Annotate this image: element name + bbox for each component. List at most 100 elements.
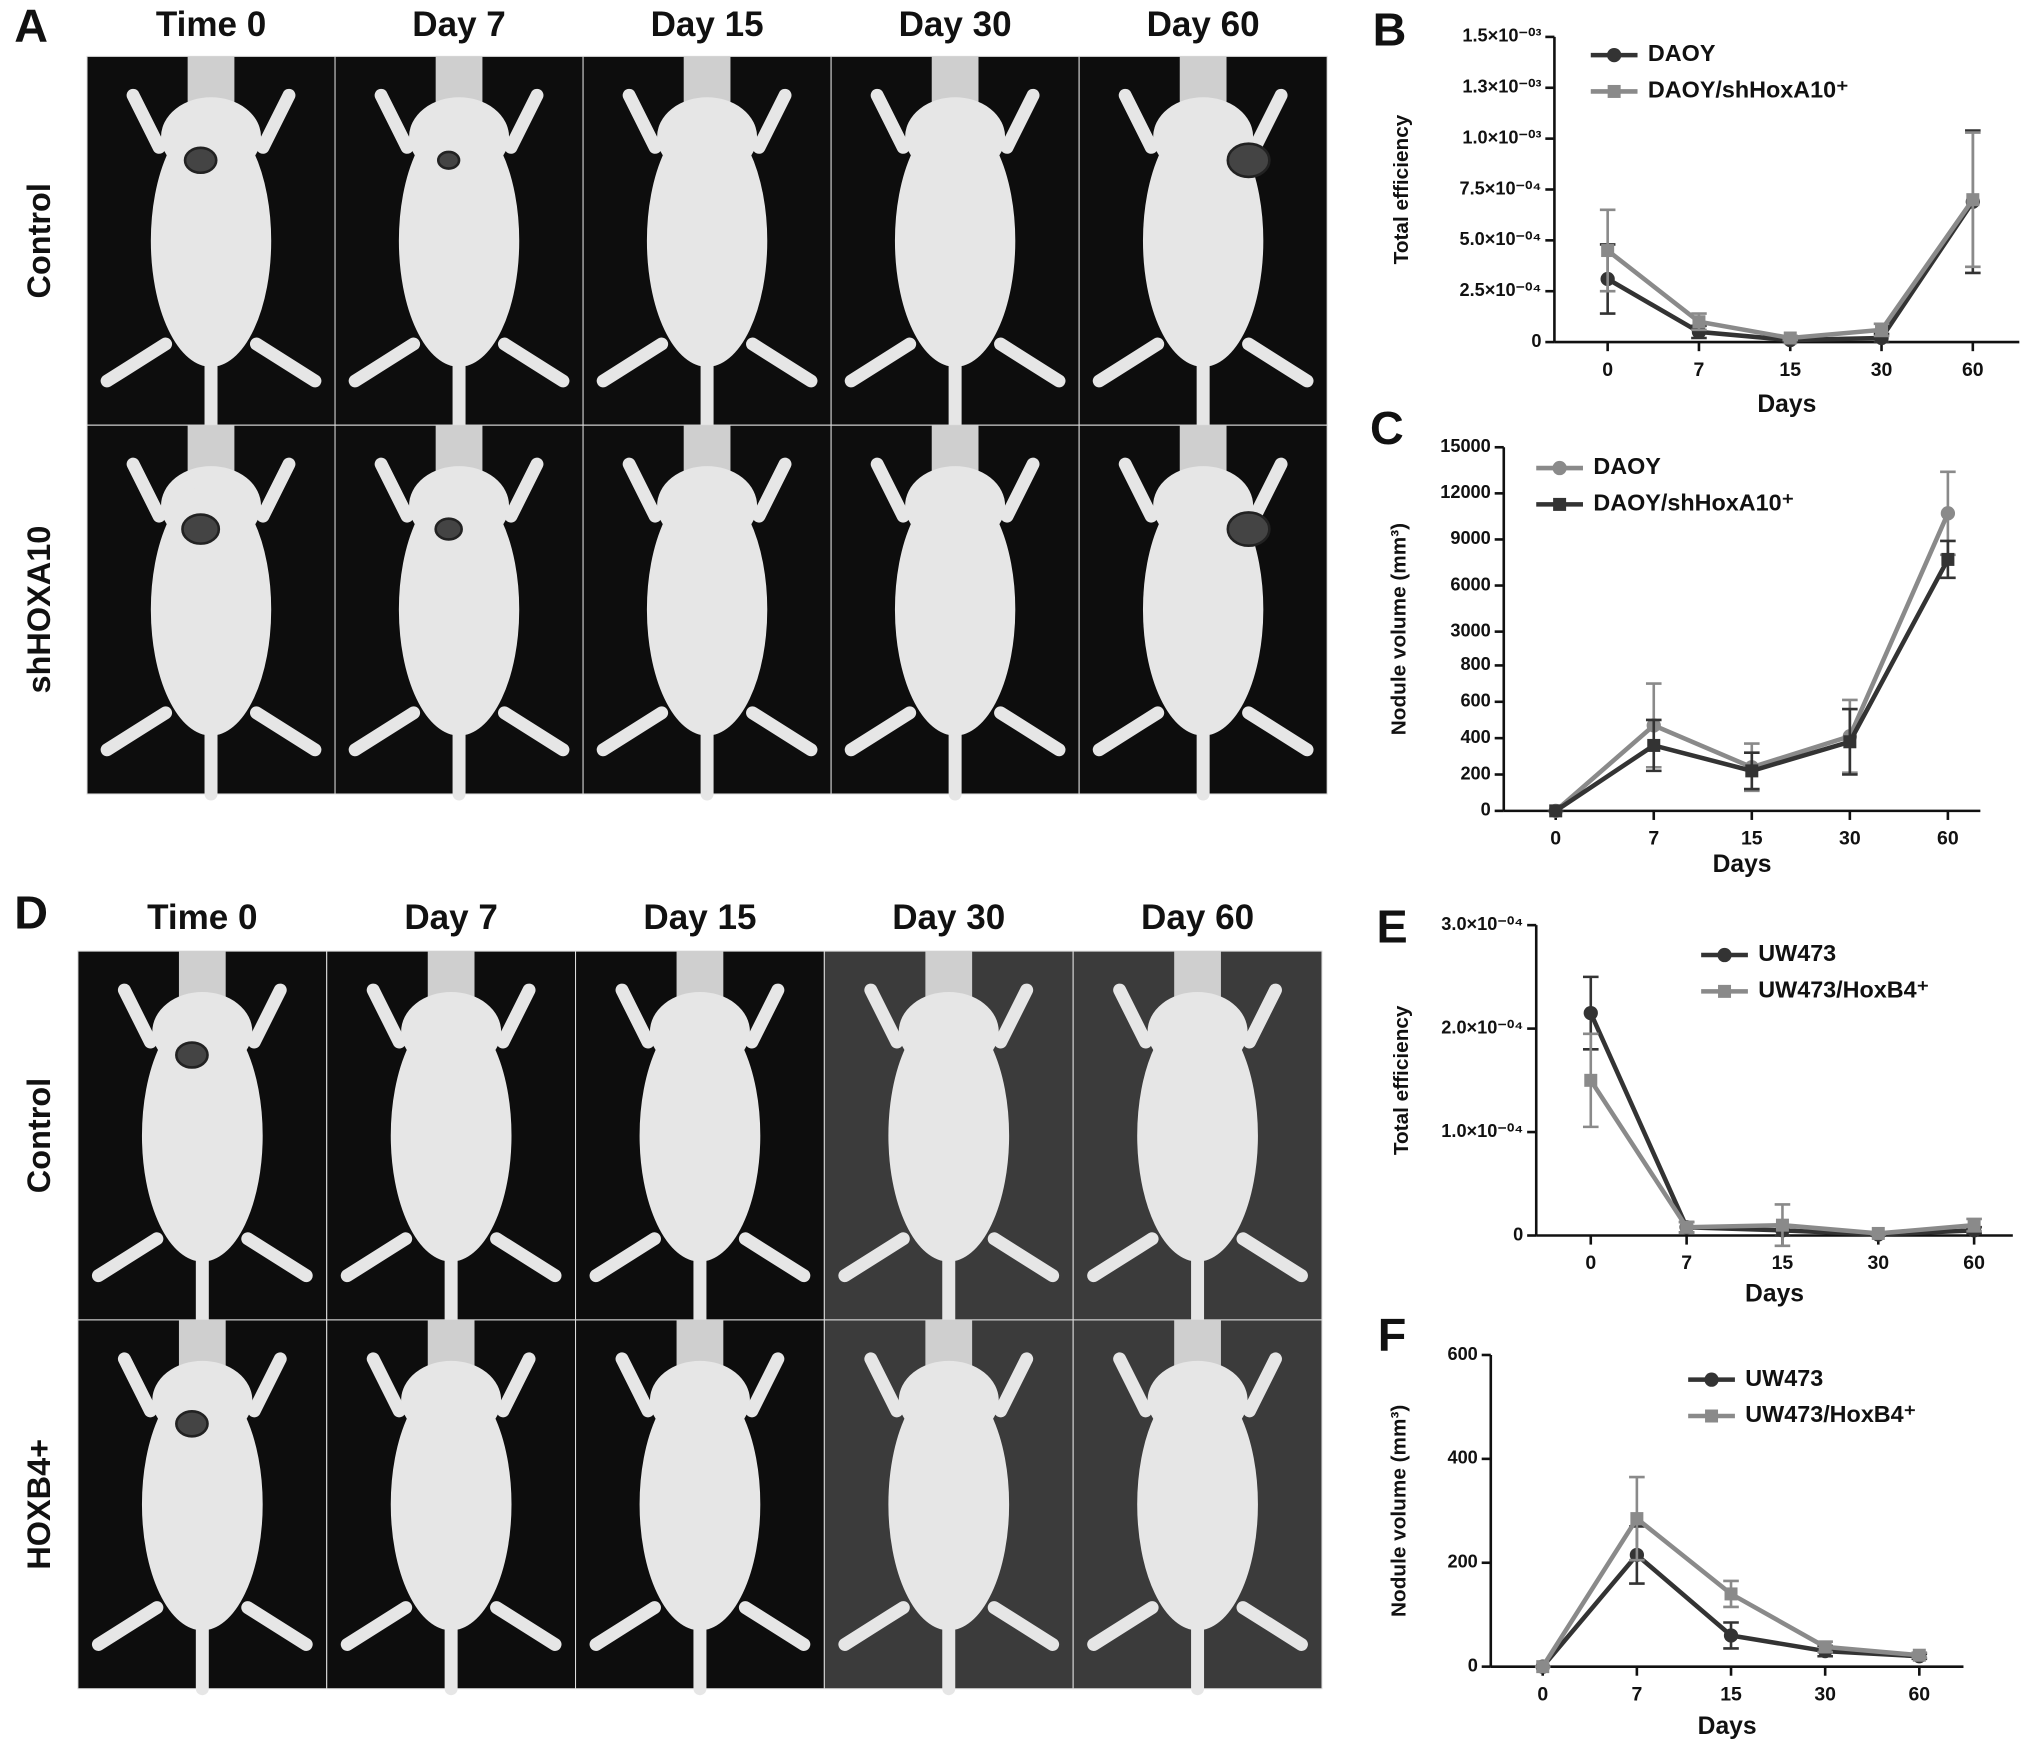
y-tick-label: 0 bbox=[1513, 1224, 1523, 1244]
x-tick-label: 0 bbox=[1602, 359, 1613, 381]
y-tick-label: 9000 bbox=[1450, 528, 1490, 548]
data-point bbox=[1647, 738, 1661, 752]
mouse-limbs bbox=[596, 88, 818, 432]
legend-marker bbox=[1718, 984, 1732, 998]
mouse-body bbox=[398, 114, 520, 367]
tumor-signal bbox=[1226, 142, 1271, 179]
mouse bbox=[838, 1319, 1060, 1696]
mouse-body bbox=[888, 1009, 1010, 1262]
mouse-limbs bbox=[340, 1352, 562, 1696]
mouse-limbs bbox=[1092, 88, 1314, 432]
x-axis-label: Days bbox=[1698, 1713, 1757, 1740]
mouse-limbs bbox=[844, 88, 1066, 432]
column-title: Day 15 bbox=[643, 898, 756, 937]
row-label: shHOXA10 bbox=[21, 526, 57, 694]
x-tick-label: 15 bbox=[1772, 1252, 1794, 1274]
y-tick-label: 2.0×10⁻⁰⁴ bbox=[1441, 1017, 1523, 1037]
x-tick-label: 60 bbox=[1963, 1252, 1985, 1274]
y-tick-label: 0 bbox=[1481, 800, 1491, 820]
y-tick-label: 3.0×10⁻⁰⁴ bbox=[1441, 914, 1523, 934]
y-tick-label: 6000 bbox=[1450, 574, 1490, 594]
x-tick-label: 0 bbox=[1537, 1683, 1548, 1705]
x-tick-label: 30 bbox=[1867, 1252, 1889, 1274]
legend-label: DAOY/shHoxA10⁺ bbox=[1593, 490, 1794, 516]
data-point bbox=[1536, 1660, 1550, 1674]
data-point bbox=[1775, 1218, 1789, 1232]
data-point bbox=[1584, 1073, 1598, 1087]
column-title: Day 7 bbox=[404, 898, 498, 937]
x-axis-label: Days bbox=[1757, 391, 1816, 418]
series-line bbox=[1606, 200, 1975, 343]
y-tick-label: 600 bbox=[1460, 691, 1490, 711]
data-point bbox=[1549, 804, 1563, 818]
legend-label: DAOY/shHoxA10⁺ bbox=[1648, 77, 1849, 103]
y-axis-label: Total efficiency bbox=[1390, 114, 1413, 264]
mouse bbox=[596, 56, 818, 432]
column-title: Day 30 bbox=[892, 898, 1005, 937]
y-tick-label: 0 bbox=[1531, 331, 1541, 351]
y-tick-label: 0 bbox=[1468, 1655, 1478, 1675]
y-tick-label: 600 bbox=[1447, 1344, 1477, 1364]
panel-letter: E bbox=[1377, 901, 1408, 953]
y-tick-label: 12000 bbox=[1440, 482, 1491, 502]
mouse-limbs bbox=[91, 1352, 313, 1696]
legend-marker bbox=[1607, 47, 1622, 63]
mouse-body bbox=[390, 1009, 512, 1262]
y-tick-label: 800 bbox=[1460, 654, 1490, 674]
mouse bbox=[1087, 951, 1308, 1327]
data-point bbox=[1843, 735, 1857, 749]
x-axis-label: Days bbox=[1745, 1281, 1804, 1308]
mouse-limbs bbox=[91, 983, 313, 1327]
mouse-limbs bbox=[589, 983, 811, 1327]
data-point bbox=[1940, 506, 1956, 521]
data-point bbox=[1871, 1226, 1885, 1240]
column-title: Day 60 bbox=[1147, 5, 1260, 44]
mouse-body bbox=[888, 1378, 1010, 1631]
data-point bbox=[1941, 552, 1955, 566]
y-tick-label: 400 bbox=[1460, 727, 1490, 747]
data-point bbox=[1724, 1587, 1738, 1601]
y-tick-label: 200 bbox=[1460, 763, 1490, 783]
panel-letter: C bbox=[1370, 402, 1404, 454]
mouse-limbs bbox=[838, 1352, 1060, 1696]
column-title: Day 7 bbox=[412, 5, 506, 44]
data-point bbox=[1967, 1218, 1981, 1232]
y-tick-label: 3000 bbox=[1450, 620, 1490, 640]
mouse-limbs bbox=[1092, 457, 1314, 801]
mouse-body bbox=[639, 1009, 761, 1262]
legend-label: UW473/HoxB4⁺ bbox=[1745, 1401, 1916, 1427]
legend-marker bbox=[1704, 1372, 1719, 1387]
mouse bbox=[91, 1319, 313, 1696]
mouse-limbs bbox=[838, 983, 1060, 1327]
data-point bbox=[1680, 1220, 1694, 1234]
x-tick-label: 30 bbox=[1839, 828, 1861, 850]
series-line bbox=[1588, 1012, 1975, 1237]
data-point bbox=[1630, 1512, 1644, 1526]
mouse-limbs bbox=[100, 88, 322, 432]
series-line bbox=[1606, 198, 1975, 341]
panel-letter: D bbox=[14, 886, 48, 938]
y-tick-label: 7.5×10⁻⁰⁴ bbox=[1459, 178, 1541, 198]
mouse bbox=[1092, 425, 1314, 801]
tumor-signal bbox=[1226, 511, 1271, 547]
column-title: Day 30 bbox=[899, 5, 1012, 44]
mouse bbox=[844, 56, 1066, 432]
x-tick-label: 0 bbox=[1585, 1252, 1596, 1274]
mouse bbox=[340, 951, 562, 1327]
row-label: Control bbox=[21, 183, 57, 298]
x-tick-label: 60 bbox=[1962, 359, 1984, 381]
legend-label: UW473 bbox=[1758, 940, 1836, 966]
x-axis-label: Days bbox=[1713, 851, 1772, 878]
x-tick-label: 15 bbox=[1779, 359, 1801, 381]
legend-label: UW473/HoxB4⁺ bbox=[1758, 977, 1929, 1003]
tumor-signal bbox=[175, 1041, 209, 1069]
column-title: Time 0 bbox=[147, 898, 257, 937]
mouse-body bbox=[646, 114, 768, 367]
mouse-limbs bbox=[100, 457, 322, 801]
x-tick-label: 7 bbox=[1631, 1683, 1642, 1705]
row-label: Control bbox=[21, 1078, 57, 1193]
mouse-limbs bbox=[589, 1352, 811, 1696]
row-label: HOXB4+ bbox=[21, 1439, 57, 1570]
